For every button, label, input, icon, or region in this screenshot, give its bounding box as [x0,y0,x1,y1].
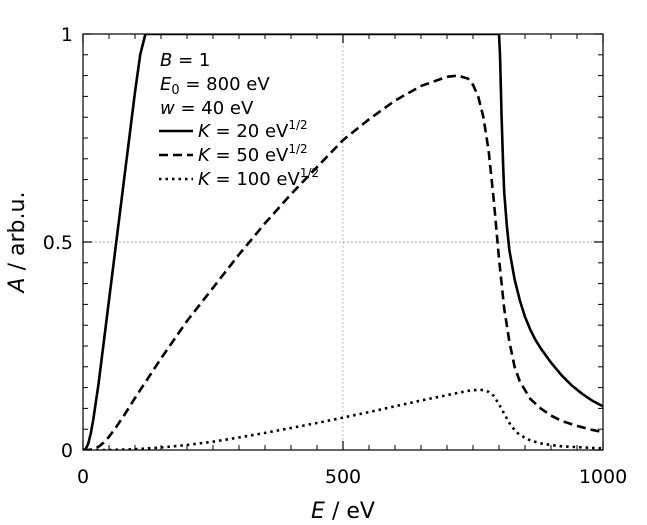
legend-entry-k20: K = 20 eV1/2 [198,118,308,142]
param-w-value: = 40 eV [175,98,254,119]
series-lines [83,34,603,450]
y-axis-unit: / arb.u. [5,192,30,278]
y-tick-label: 0.5 [43,232,73,254]
plot-frame [82,33,604,451]
legend-k20-sup: 1/2 [288,118,307,132]
y-tick-label: 0 [61,440,73,462]
param-b: B = 1 [160,50,210,71]
x-tick-label: 1000 [579,466,627,488]
y-axis-label: A / arb.u. [5,192,30,295]
legend-entry-k100: K = 100 eV1/2 [198,166,319,190]
tick-labels: 0 500 1000 0 0.5 1 [43,24,627,488]
legend-k50-symbol: K [198,145,211,166]
parameter-annotations: B = 1 E0 = 800 eV w = 40 eV [160,50,270,119]
legend-entry-k50: K = 50 eV1/2 [198,142,308,166]
x-tick-label: 500 [325,466,361,488]
x-axis-symbol: E [311,499,325,524]
legend-k100-symbol: K [198,169,211,190]
param-b-symbol: B [160,50,172,71]
y-tick-label: 1 [61,24,73,46]
legend-k20-symbol: K [198,121,211,142]
param-e0: E0 = 800 eV [160,74,270,98]
param-e0-subscript: 0 [171,83,179,98]
legend-k20-text: = 20 eV [210,121,289,142]
x-tick-label: 0 [77,466,89,488]
series-line-k20 [83,34,603,450]
legend-k100-text: = 100 eV [210,169,301,190]
grid-lines [83,34,603,450]
legend-k100-sup: 1/2 [300,166,319,180]
param-b-value: = 1 [172,50,210,71]
series-line-k50 [83,74,603,450]
legend-k50-text: = 50 eV [210,145,289,166]
y-axis-symbol: A [5,277,30,294]
series-line-k100 [83,388,603,450]
legend: K = 20 eV1/2 K = 50 eV1/2 K = 100 eV1/2 [159,118,319,190]
param-e0-value: = 800 eV [180,74,271,95]
x-axis-unit: / eV [325,499,375,524]
legend-k50-sup: 1/2 [288,142,307,156]
param-e0-symbol: E [160,74,172,95]
param-w-symbol: w [160,98,175,119]
param-w: w = 40 eV [160,98,254,119]
x-axis-label: E / eV [311,499,375,524]
